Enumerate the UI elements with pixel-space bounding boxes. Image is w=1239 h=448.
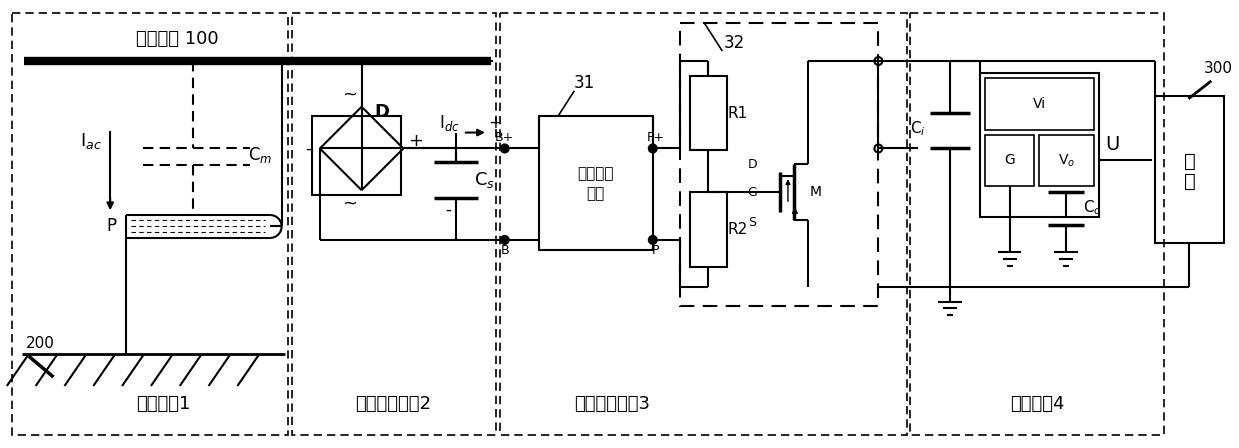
Text: B+: B+ [496, 131, 514, 144]
Text: 电路: 电路 [586, 186, 605, 201]
Bar [980, 73, 1099, 217]
Bar [985, 78, 1094, 129]
Text: +: + [408, 132, 422, 150]
Text: D: D [747, 158, 757, 171]
Text: 稳压模块4: 稳压模块4 [1010, 395, 1064, 413]
Bar [499, 13, 907, 435]
Text: 200: 200 [26, 336, 55, 351]
Bar [1155, 96, 1224, 243]
Bar [312, 116, 401, 195]
Text: C$_o$: C$_o$ [1083, 199, 1101, 217]
Text: ~: ~ [342, 86, 357, 104]
Text: 整流储能模块2: 整流储能模块2 [356, 395, 431, 413]
Text: U: U [1105, 135, 1120, 155]
Text: -: - [445, 201, 451, 219]
Text: Vi: Vi [1033, 97, 1046, 111]
Text: 取能模块1: 取能模块1 [135, 395, 190, 413]
Text: -: - [305, 139, 311, 157]
Text: I$_{ac}$: I$_{ac}$ [81, 130, 103, 151]
Bar [985, 134, 1035, 186]
Text: V$_o$: V$_o$ [1058, 152, 1075, 168]
Text: D: D [374, 103, 389, 121]
Bar [911, 13, 1163, 435]
Text: I$_{dc}$: I$_{dc}$ [439, 112, 460, 133]
Text: ~: ~ [342, 194, 357, 212]
Bar [539, 116, 653, 250]
Bar [12, 13, 289, 435]
Text: 负: 负 [1183, 152, 1196, 171]
Text: M: M [810, 185, 821, 199]
Text: 300: 300 [1204, 61, 1233, 77]
Circle shape [501, 236, 509, 244]
Circle shape [649, 236, 657, 244]
Text: R1: R1 [727, 106, 747, 121]
Circle shape [501, 145, 509, 152]
Text: +: + [488, 114, 502, 132]
Text: C$_m$: C$_m$ [248, 146, 273, 165]
Text: 载: 载 [1183, 172, 1196, 191]
Text: P: P [652, 244, 659, 257]
Text: 高压导线 100: 高压导线 100 [136, 30, 219, 48]
Text: B: B [501, 244, 509, 257]
Text: P: P [107, 217, 116, 235]
Bar [680, 23, 878, 306]
Bar [1040, 134, 1094, 186]
Text: 放电控制模块3: 放电控制模块3 [574, 395, 650, 413]
Bar [690, 76, 727, 151]
Text: 放电阈值: 放电阈值 [577, 166, 613, 181]
Text: G: G [747, 186, 757, 199]
Text: 31: 31 [574, 74, 595, 92]
Text: 32: 32 [724, 34, 745, 52]
Text: C$_i$: C$_i$ [911, 119, 926, 138]
Text: G: G [1004, 153, 1015, 168]
Circle shape [649, 145, 657, 152]
Bar [690, 192, 727, 267]
Text: S: S [748, 215, 756, 228]
Text: P+: P+ [647, 131, 665, 144]
Bar [292, 13, 496, 435]
Text: R2: R2 [727, 222, 747, 237]
Text: C$_s$: C$_s$ [473, 170, 494, 190]
